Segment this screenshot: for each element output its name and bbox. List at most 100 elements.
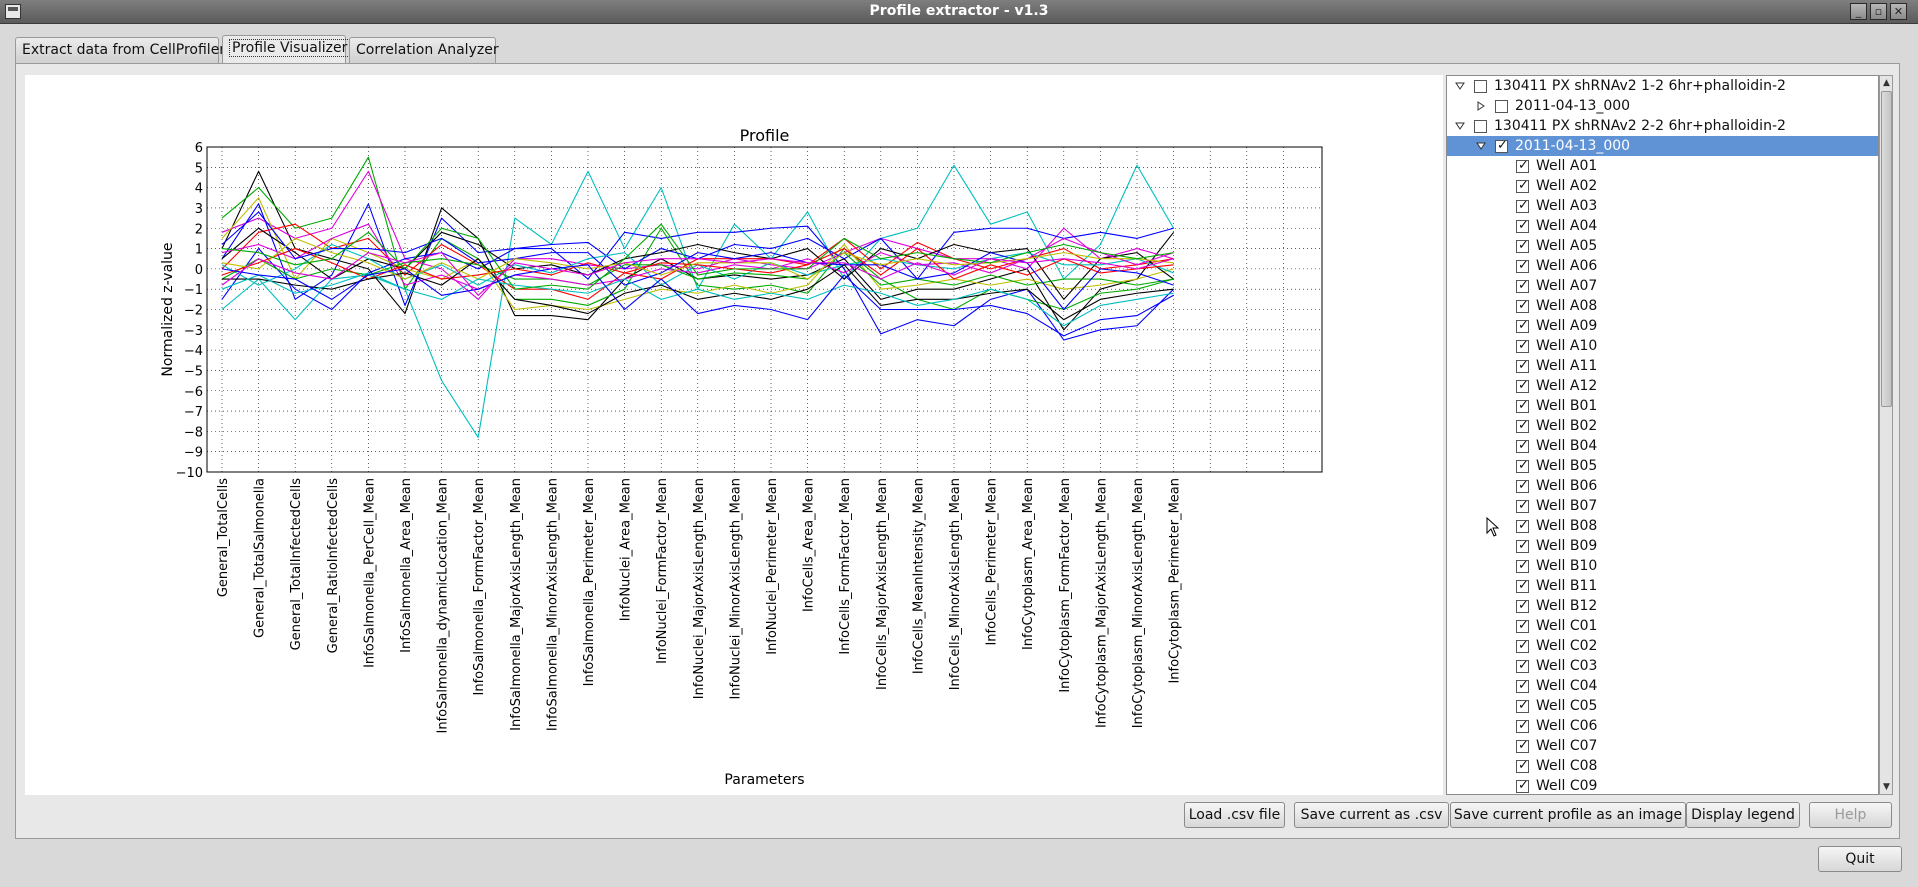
well-label: Well A05 — [1536, 238, 1598, 254]
well-checkbox[interactable] — [1516, 537, 1529, 555]
tree-group-date-1[interactable]: 2011-04-13_000 — [1447, 96, 1878, 116]
scroll-down-icon[interactable]: ▼ — [1883, 782, 1890, 792]
tree-scrollbar[interactable]: ▲ ▼ — [1879, 75, 1893, 795]
plate-tree[interactable]: 130411 PX shRNAv2 1-2 6hr+phalloidin-2 2… — [1446, 75, 1879, 795]
tree-well-item[interactable]: Well B02 — [1447, 416, 1878, 436]
tree-checkbox[interactable] — [1495, 100, 1508, 113]
x-tick-label: InfoCells_MajorAxisLength_Mean — [875, 478, 890, 690]
well-checkbox[interactable] — [1516, 317, 1529, 335]
tree-well-item[interactable]: Well B01 — [1447, 396, 1878, 416]
tree-well-item[interactable]: Well A11 — [1447, 356, 1878, 376]
series-line — [221, 248, 1174, 280]
tree-well-item[interactable]: Well C06 — [1447, 716, 1878, 736]
tree-well-item[interactable]: Well B11 — [1447, 576, 1878, 596]
tree-well-item[interactable]: Well A03 — [1447, 196, 1878, 216]
well-checkbox[interactable] — [1516, 157, 1529, 175]
tree-well-item[interactable]: Well C05 — [1447, 696, 1878, 716]
well-checkbox[interactable] — [1516, 457, 1529, 475]
tree-well-item[interactable]: Well C07 — [1447, 736, 1878, 756]
display-legend-button[interactable]: Display legend — [1686, 802, 1800, 828]
tree-well-item[interactable]: Well A10 — [1447, 336, 1878, 356]
tree-well-item[interactable]: Well B08 — [1447, 516, 1878, 536]
scroll-up-icon[interactable]: ▲ — [1883, 78, 1890, 88]
well-checkbox[interactable] — [1516, 577, 1529, 595]
well-checkbox[interactable] — [1516, 657, 1529, 675]
well-checkbox[interactable] — [1516, 297, 1529, 315]
tree-well-item[interactable]: Well A08 — [1447, 296, 1878, 316]
well-checkbox[interactable] — [1516, 217, 1529, 235]
well-label: Well C05 — [1536, 698, 1598, 714]
x-tick-label: InfoSalmonella_dynamicLocation_Mean — [436, 478, 451, 733]
well-checkbox[interactable] — [1516, 437, 1529, 455]
tree-well-item[interactable]: Well A09 — [1447, 316, 1878, 336]
tree-well-item[interactable]: Well A01 — [1447, 156, 1878, 176]
expand-arrow-icon[interactable] — [1455, 81, 1465, 91]
well-checkbox[interactable] — [1516, 397, 1529, 415]
scrollbar-thumb[interactable] — [1881, 91, 1892, 407]
well-checkbox[interactable] — [1516, 517, 1529, 535]
expand-arrow-icon[interactable] — [1455, 121, 1465, 131]
save-csv-button[interactable]: Save current as .csv — [1294, 802, 1449, 828]
tree-well-item[interactable]: Well B12 — [1447, 596, 1878, 616]
tree-well-item[interactable]: Well B07 — [1447, 496, 1878, 516]
help-button[interactable]: Help — [1809, 802, 1892, 828]
tree-group-plate-2[interactable]: 130411 PX shRNAv2 2-2 6hr+phalloidin-2 — [1447, 116, 1878, 136]
well-checkbox[interactable] — [1516, 177, 1529, 195]
well-checkbox[interactable] — [1516, 277, 1529, 295]
well-checkbox[interactable] — [1516, 497, 1529, 515]
tree-well-item[interactable]: Well A06 — [1447, 256, 1878, 276]
well-checkbox[interactable] — [1516, 717, 1529, 735]
well-checkbox[interactable] — [1516, 417, 1529, 435]
well-checkbox[interactable] — [1516, 677, 1529, 695]
tree-well-item[interactable]: Well B05 — [1447, 456, 1878, 476]
well-checkbox[interactable] — [1516, 337, 1529, 355]
splitter-handle[interactable] — [1440, 420, 1444, 450]
well-checkbox[interactable] — [1516, 197, 1529, 215]
save-image-button[interactable]: Save current profile as an image — [1450, 802, 1686, 828]
tree-well-item[interactable]: Well B04 — [1447, 436, 1878, 456]
tree-well-item[interactable]: Well C04 — [1447, 676, 1878, 696]
tab-profile-visualizer[interactable]: Profile Visualizer — [222, 35, 351, 64]
tree-well-item[interactable]: Well A02 — [1447, 176, 1878, 196]
minimize-icon[interactable]: _ — [1850, 3, 1867, 20]
tree-well-item[interactable]: Well A12 — [1447, 376, 1878, 396]
well-checkbox[interactable] — [1516, 237, 1529, 255]
quit-button[interactable]: Quit — [1818, 846, 1902, 872]
well-checkbox[interactable] — [1516, 617, 1529, 635]
well-checkbox[interactable] — [1516, 477, 1529, 495]
tree-well-item[interactable]: Well A05 — [1447, 236, 1878, 256]
tree-well-item[interactable]: Well C08 — [1447, 756, 1878, 776]
well-checkbox[interactable] — [1516, 697, 1529, 715]
tree-well-item[interactable]: Well C02 — [1447, 636, 1878, 656]
tree-group-date-2[interactable]: 2011-04-13_000 — [1447, 136, 1878, 156]
maximize-icon[interactable]: ▫ — [1870, 3, 1887, 20]
tree-well-item[interactable]: Well A07 — [1447, 276, 1878, 296]
tree-well-item[interactable]: Well A04 — [1447, 216, 1878, 236]
tree-well-item[interactable]: Well B06 — [1447, 476, 1878, 496]
tab-extract-data[interactable]: Extract data from CellProfiler — [15, 37, 225, 63]
well-checkbox[interactable] — [1516, 357, 1529, 375]
app-icon[interactable] — [5, 4, 21, 19]
well-checkbox[interactable] — [1516, 377, 1529, 395]
tree-checkbox[interactable] — [1495, 137, 1508, 155]
collapsed-arrow-icon[interactable] — [1476, 101, 1486, 111]
well-checkbox[interactable] — [1516, 597, 1529, 615]
well-checkbox[interactable] — [1516, 557, 1529, 575]
tree-group-plate-1[interactable]: 130411 PX shRNAv2 1-2 6hr+phalloidin-2 — [1447, 76, 1878, 96]
tree-checkbox[interactable] — [1474, 120, 1487, 133]
well-checkbox[interactable] — [1516, 757, 1529, 775]
well-checkbox[interactable] — [1516, 257, 1529, 275]
well-checkbox[interactable] — [1516, 637, 1529, 655]
well-checkbox[interactable] — [1516, 737, 1529, 755]
tab-correlation-analyzer[interactable]: Correlation Analyzer — [349, 37, 499, 63]
tree-well-item[interactable]: Well C09 — [1447, 776, 1878, 794]
load-csv-button[interactable]: Load .csv file — [1184, 802, 1285, 828]
expand-arrow-icon[interactable] — [1476, 141, 1486, 151]
tree-well-item[interactable]: Well C03 — [1447, 656, 1878, 676]
close-icon[interactable]: ✕ — [1890, 3, 1907, 20]
well-checkbox[interactable] — [1516, 777, 1529, 794]
tree-checkbox[interactable] — [1474, 80, 1487, 93]
tree-well-item[interactable]: Well B09 — [1447, 536, 1878, 556]
tree-well-item[interactable]: Well C01 — [1447, 616, 1878, 636]
tree-well-item[interactable]: Well B10 — [1447, 556, 1878, 576]
